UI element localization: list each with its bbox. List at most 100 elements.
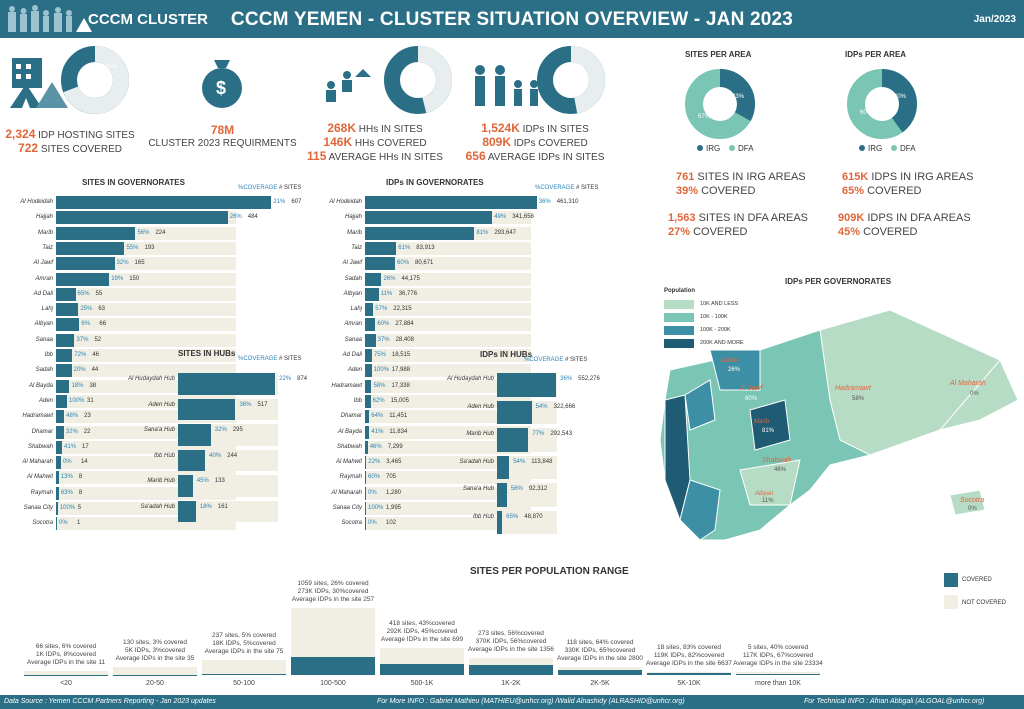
bar-category-label: Socotra xyxy=(341,520,362,527)
bar xyxy=(365,287,379,301)
bar xyxy=(56,379,70,393)
bar-category-label: Ibb Hub xyxy=(153,452,175,459)
bar-coverage-label: 65% xyxy=(77,290,90,297)
idps-dfa-coverage-text: COVERED xyxy=(863,226,918,238)
bar-value-label: 484 xyxy=(247,214,258,221)
bar-coverage-label: 19% xyxy=(111,275,124,282)
bar xyxy=(56,196,272,209)
range-bar-covered xyxy=(469,665,553,675)
map-pct-albyan: 11% xyxy=(762,498,774,504)
bar-value-label: 322,666 xyxy=(553,403,576,410)
bar xyxy=(365,257,396,271)
kpi-hhs-covered-value: 146K xyxy=(323,135,353,149)
bar-category-label: Marib xyxy=(37,229,53,236)
bar-value-label: 607 xyxy=(291,199,302,205)
bar xyxy=(56,394,67,408)
range-note-line: Average IDPs in the site 35 xyxy=(115,654,195,662)
map-legend-swatch xyxy=(664,313,694,322)
bar-category-label: Raymah xyxy=(339,474,362,481)
bar xyxy=(497,455,510,479)
kpi-idps: 1,524K IDPs IN SITES 809K IDPs COVERED 6… xyxy=(455,122,615,164)
bar-value-label: 133 xyxy=(214,478,225,484)
range-category-label: 100-500 xyxy=(320,680,346,687)
idps-irg-coverage: 65% xyxy=(842,185,865,197)
bar-category-label: Hadramawt xyxy=(331,382,362,389)
sites-dfa-stat: 1,563 SITES IN DFA AREAS 27% COVERED xyxy=(668,211,808,239)
camp-icon xyxy=(10,58,68,108)
bar-coverage-label: 56% xyxy=(137,229,150,236)
bar xyxy=(497,400,532,424)
bar xyxy=(178,398,236,420)
bar-value-label: 23 xyxy=(84,413,91,420)
bar-coverage-label: 58% xyxy=(373,382,386,389)
bar-value-label: 8 xyxy=(78,474,83,481)
bar-value-label: 22 xyxy=(83,428,91,435)
kpi-sites-label: IDP HOSTING SITES xyxy=(38,130,135,141)
bar-coverage-label: 100% xyxy=(59,505,76,511)
bar-coverage-label: 64% xyxy=(371,413,384,420)
bar xyxy=(365,471,366,485)
footer-info: For More INFO : Gabriel Mathieu (MATHIEU… xyxy=(377,698,685,705)
bar-category-label: Sanaa City xyxy=(23,505,53,511)
bar xyxy=(56,364,72,378)
svg-text:IRG: IRG xyxy=(868,144,882,153)
range-legend-not-covered xyxy=(944,595,958,609)
bar-coverage-label: 63% xyxy=(60,489,73,496)
bar-value-label: 8 xyxy=(78,489,83,496)
bar-category-label: Al Jawf xyxy=(33,260,53,267)
idps-donut: 53% xyxy=(537,46,605,114)
bar-coverage-label: 37% xyxy=(76,336,89,343)
bar-value-label: 36,776 xyxy=(398,290,418,297)
bar-background xyxy=(56,333,237,347)
bar-value-label: 552,276 xyxy=(578,376,600,382)
svg-text:40%: 40% xyxy=(894,94,907,100)
map-pct-shabwah: 46% xyxy=(774,467,787,473)
bar-coverage-label: 36% xyxy=(560,376,573,382)
bar-value-label: 3,465 xyxy=(386,459,402,466)
map-title: IDPs PER GOVERNORATES xyxy=(785,277,892,286)
sites-dfa-coverage: 27% xyxy=(668,226,691,238)
bar-value-label: 461,310 xyxy=(556,199,579,205)
bar-category-label: Al Maharah xyxy=(331,489,362,496)
bar-category-label: Albyan xyxy=(34,321,53,328)
kpi-sites-value: 2,324 xyxy=(5,127,36,141)
bar-background xyxy=(56,318,237,332)
bar-coverage-label: 32% xyxy=(116,260,129,267)
idps-dfa-text: IDPS IN DFA AREAS xyxy=(867,212,971,224)
bar-value-label: 1 xyxy=(77,520,81,527)
bar-value-label: 1,280 xyxy=(386,489,402,496)
legend-count: # SITES xyxy=(565,357,588,363)
range-bar-total xyxy=(202,659,286,675)
footer: Data Source : Yemen CCCM Partners Report… xyxy=(0,695,1024,709)
range-note: 118 sites, 64% covered 330K IDPs, 65%cove… xyxy=(550,639,650,663)
sites-irg-coverage: 39% xyxy=(676,185,699,197)
bar-coverage-label: 54% xyxy=(513,458,526,465)
map-taiz-region xyxy=(679,479,721,541)
bar xyxy=(365,272,382,286)
bar-background xyxy=(365,364,532,378)
bar-category-label: Shabwah xyxy=(336,443,362,450)
bar-category-label: Marib Hub xyxy=(466,431,494,437)
bar-category-label: Al Hudaydah Hub xyxy=(446,376,494,382)
bar xyxy=(365,486,366,500)
bar-value-label: 80,671 xyxy=(415,260,434,267)
range-note-line: 66 sites, 6% covered xyxy=(35,642,97,650)
bar-background xyxy=(497,510,557,534)
sites-per-area-title: SITES PER AREA xyxy=(685,50,752,59)
logo-text: CCCM CLUSTER xyxy=(88,11,208,28)
sites-irg-text: SITES IN IRG AREAS xyxy=(697,171,806,183)
bar xyxy=(56,349,73,362)
bar-category-label: Amran xyxy=(35,275,53,282)
idps-per-area-title: IDPs PER AREA xyxy=(845,50,907,59)
map-maharah-region xyxy=(938,359,1019,431)
bar xyxy=(178,449,206,471)
chart-title: IDPs IN HUBs xyxy=(480,350,533,359)
bar-category-label: Sadah xyxy=(35,367,53,374)
bar-category-label: Amran xyxy=(344,321,362,328)
bar-coverage-label: 100% xyxy=(69,397,85,404)
bar xyxy=(365,241,397,255)
bar-category-label: Lahj xyxy=(41,306,53,313)
range-category-label: 1K-2K xyxy=(501,680,521,687)
chart-title: IDPs IN GOVERNORATES xyxy=(386,178,484,187)
range-note-line: 418 sites, 43%covered xyxy=(389,620,455,628)
